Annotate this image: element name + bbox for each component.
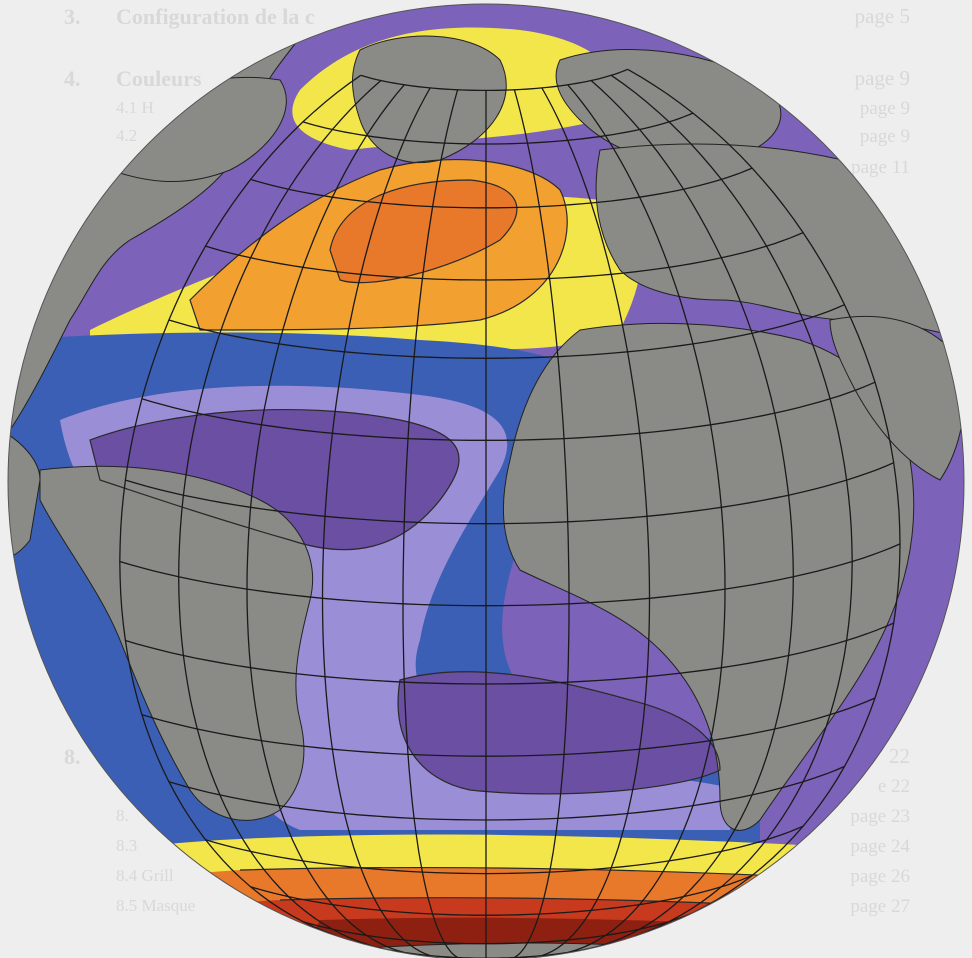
toc-number: 4.	[64, 66, 81, 91]
toc-page: page 24	[850, 836, 910, 857]
toc-title: Configuration de la c	[116, 4, 315, 29]
graticule-line	[302, 912, 694, 945]
graticule-line	[376, 946, 596, 958]
north-tropical-purple-core	[90, 409, 460, 550]
toc-title: 8.3	[116, 836, 138, 855]
graticule-line	[119, 543, 901, 607]
toc-entry: 4. Couleurs page 9	[0, 66, 972, 96]
south-tropical-purple-core	[398, 671, 720, 794]
toc-number: 3.	[64, 4, 81, 29]
graticule-line	[125, 462, 894, 525]
graticule-line	[360, 68, 628, 92]
toc-entry: 8. 22	[0, 744, 972, 774]
toc-title: 4.2	[116, 126, 138, 145]
toc-entry: 8.3 page 24	[0, 836, 972, 866]
toc-title: 8.4 Grill	[116, 866, 174, 885]
graticule-line	[627, 68, 901, 914]
graticule-line	[610, 74, 853, 937]
graticule-line	[141, 697, 876, 757]
toc-page: page 27	[850, 896, 910, 917]
toc-entry: 8.5 Masque page 27	[0, 896, 972, 926]
toc-entry: 8.4 Grill page 26	[0, 866, 972, 896]
graticule-line	[125, 622, 894, 685]
graticule-line	[168, 304, 845, 359]
toc-page: page 26	[850, 866, 910, 887]
toc-entry: 3. Configuration de la c page 5	[0, 4, 972, 34]
graticule-line	[141, 381, 876, 441]
toc-page: e 22	[877, 776, 910, 797]
toc-title: 8.	[116, 806, 129, 825]
toc-number: 8.	[64, 744, 81, 769]
toc-page: page 11	[851, 157, 910, 178]
antarctica	[259, 942, 781, 958]
north-dark-orange-core	[330, 180, 517, 283]
greenland	[352, 35, 507, 164]
toc-page: page 9	[859, 126, 910, 147]
graticule-line	[250, 167, 753, 209]
toc-entry: page 11	[0, 157, 972, 187]
toc-entry: 4.2 page 9	[0, 126, 972, 156]
toc-entry: e 22	[0, 776, 972, 806]
graticule-grid	[119, 68, 901, 958]
graticule-line	[119, 74, 362, 937]
toc-title: Couleurs	[116, 66, 202, 91]
toc-page: page 9	[854, 66, 910, 90]
graticule-line	[205, 825, 804, 875]
south-america	[39, 465, 314, 821]
graticule-line	[205, 232, 804, 281]
graticule-line	[250, 874, 753, 916]
toc-title: 4.1 H	[116, 98, 154, 117]
toc-page: page 5	[854, 4, 910, 28]
toc-title: 8.5 Masque	[116, 896, 196, 915]
toc-page: 22	[889, 744, 910, 768]
arabian-peninsula	[829, 315, 964, 481]
globe-outline	[7, 3, 965, 958]
toc-entry: 4.1 H page 9	[0, 98, 972, 128]
graticule-line	[168, 765, 845, 821]
toc-entry: 8. page 23	[0, 806, 972, 836]
toc-page: page 9	[859, 98, 910, 119]
graticule-line	[302, 112, 694, 145]
toc-page: page 23	[850, 806, 910, 827]
